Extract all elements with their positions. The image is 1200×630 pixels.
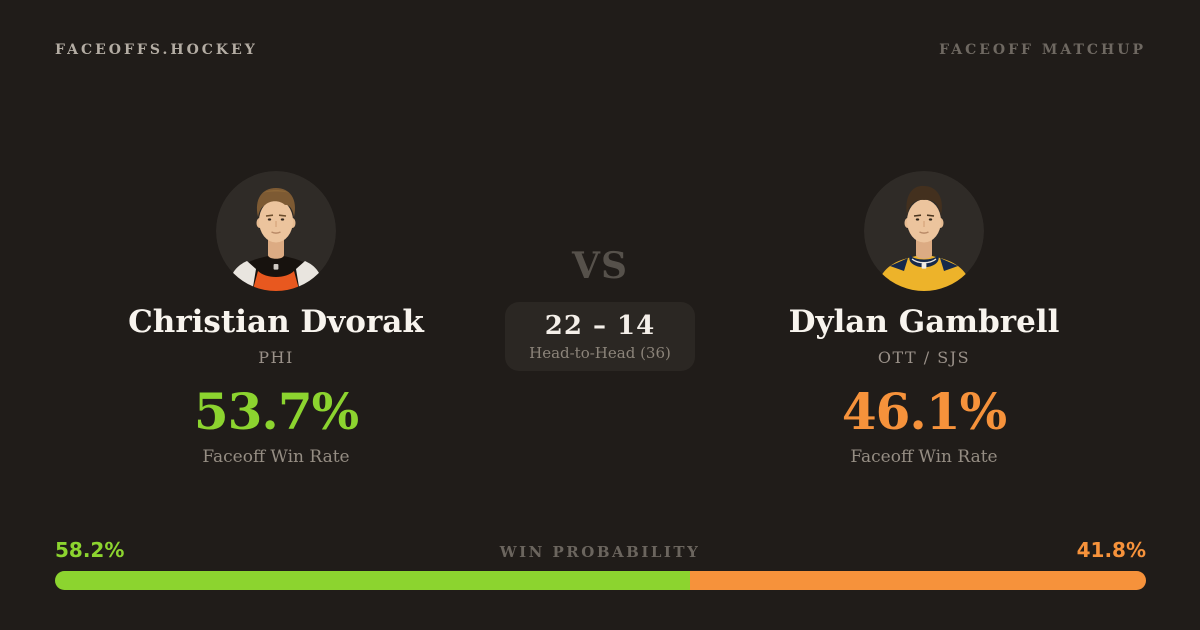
player-avatar-right — [864, 171, 984, 291]
win-probability-title: WIN PROBABILITY — [499, 543, 701, 561]
player-card-left: Christian Dvorak PHI 53.7% Faceoff Win R… — [96, 171, 456, 467]
win-rate-value-right: 46.1% — [841, 381, 1007, 441]
win-probability-right-pct: 41.8% — [1076, 538, 1146, 562]
player-photo-left-icon — [216, 171, 336, 291]
head-to-head-score: 22 – 14 — [544, 311, 656, 342]
vs-label: VS — [572, 245, 628, 287]
player-photo-right-icon — [864, 171, 984, 291]
brand-logo-text: FACEOFFS.HOCKEY — [55, 42, 258, 58]
head-to-head-pill: 22 – 14 Head-to-Head (36) — [505, 302, 695, 371]
player-team-left: PHI — [258, 347, 294, 367]
win-bar-left-segment — [55, 571, 690, 590]
player-card-right: Dylan Gambrell OTT / SJS 46.1% Faceoff W… — [744, 171, 1104, 467]
player-team-right: OTT / SJS — [877, 347, 971, 367]
page-label: FACEOFF MATCHUP — [939, 42, 1146, 58]
win-rate-value-left: 53.7% — [193, 381, 359, 441]
header: FACEOFFS.HOCKEY FACEOFF MATCHUP — [55, 42, 1146, 58]
win-rate-label-left: Faceoff Win Rate — [202, 446, 350, 467]
win-probability-left-pct: 58.2% — [55, 538, 125, 562]
win-rate-label-right: Faceoff Win Rate — [850, 446, 998, 467]
player-name-right: Dylan Gambrell — [788, 304, 1060, 340]
player-avatar-left — [216, 171, 336, 291]
matchup-center: VS 22 – 14 Head-to-Head (36) — [420, 245, 780, 371]
win-probability-bar — [55, 571, 1146, 590]
win-bar-right-segment — [689, 571, 1146, 590]
head-to-head-label: Head-to-Head (36) — [529, 343, 671, 362]
player-name-left: Christian Dvorak — [128, 304, 424, 340]
